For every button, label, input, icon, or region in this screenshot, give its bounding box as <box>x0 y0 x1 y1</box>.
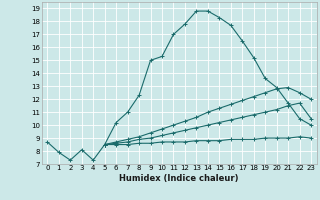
X-axis label: Humidex (Indice chaleur): Humidex (Indice chaleur) <box>119 174 239 183</box>
